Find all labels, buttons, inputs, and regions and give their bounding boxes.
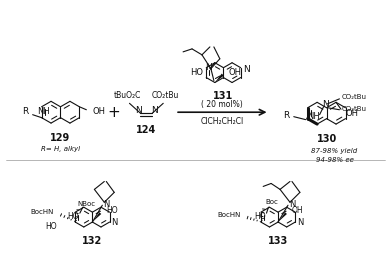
Text: NBoc: NBoc <box>77 201 95 207</box>
Text: HO: HO <box>254 212 265 221</box>
Text: tBuO₂C: tBuO₂C <box>114 91 141 100</box>
Text: Boc: Boc <box>266 199 279 205</box>
Text: 130: 130 <box>316 134 337 144</box>
Text: R= H, alkyl: R= H, alkyl <box>41 146 80 152</box>
Text: HO: HO <box>106 206 118 215</box>
Text: N: N <box>111 218 118 227</box>
Text: R: R <box>283 111 290 120</box>
Text: +: + <box>107 105 120 120</box>
Text: OH: OH <box>346 109 359 118</box>
Text: N: N <box>103 200 109 209</box>
Text: NH: NH <box>38 107 50 116</box>
Text: 94-98% ee: 94-98% ee <box>316 157 353 163</box>
Text: N: N <box>135 106 142 115</box>
Polygon shape <box>92 212 101 222</box>
Text: CO₂tBu: CO₂tBu <box>341 94 366 100</box>
Text: 132: 132 <box>82 236 102 246</box>
Text: N: N <box>206 63 212 72</box>
Text: 87-98% yield: 87-98% yield <box>311 148 358 154</box>
Text: CO₂tBu: CO₂tBu <box>152 91 179 100</box>
Text: N: N <box>322 100 329 109</box>
Text: N: N <box>151 106 158 115</box>
Text: 131: 131 <box>213 91 233 101</box>
Polygon shape <box>278 212 287 222</box>
Text: HO: HO <box>46 223 57 232</box>
Text: R: R <box>22 107 29 116</box>
Text: BocHN: BocHN <box>218 212 241 218</box>
Text: OH: OH <box>92 107 105 116</box>
Text: CO₂tBu: CO₂tBu <box>341 106 366 112</box>
Text: OH: OH <box>292 206 303 215</box>
Text: HO: HO <box>190 68 203 77</box>
Polygon shape <box>215 74 224 82</box>
Text: HO: HO <box>67 212 79 221</box>
Text: OH: OH <box>229 68 242 77</box>
Text: N: N <box>297 218 303 227</box>
Text: 129: 129 <box>50 133 71 143</box>
Text: BocHN: BocHN <box>30 209 53 215</box>
Text: NH: NH <box>307 112 320 121</box>
Text: N: N <box>289 200 295 209</box>
Text: 133: 133 <box>268 236 288 246</box>
Text: 124: 124 <box>136 125 156 135</box>
Text: ( 20 mol%): ( 20 mol%) <box>201 100 243 109</box>
Text: N: N <box>243 65 250 74</box>
Text: ClCH₂CH₂Cl: ClCH₂CH₂Cl <box>201 117 244 126</box>
